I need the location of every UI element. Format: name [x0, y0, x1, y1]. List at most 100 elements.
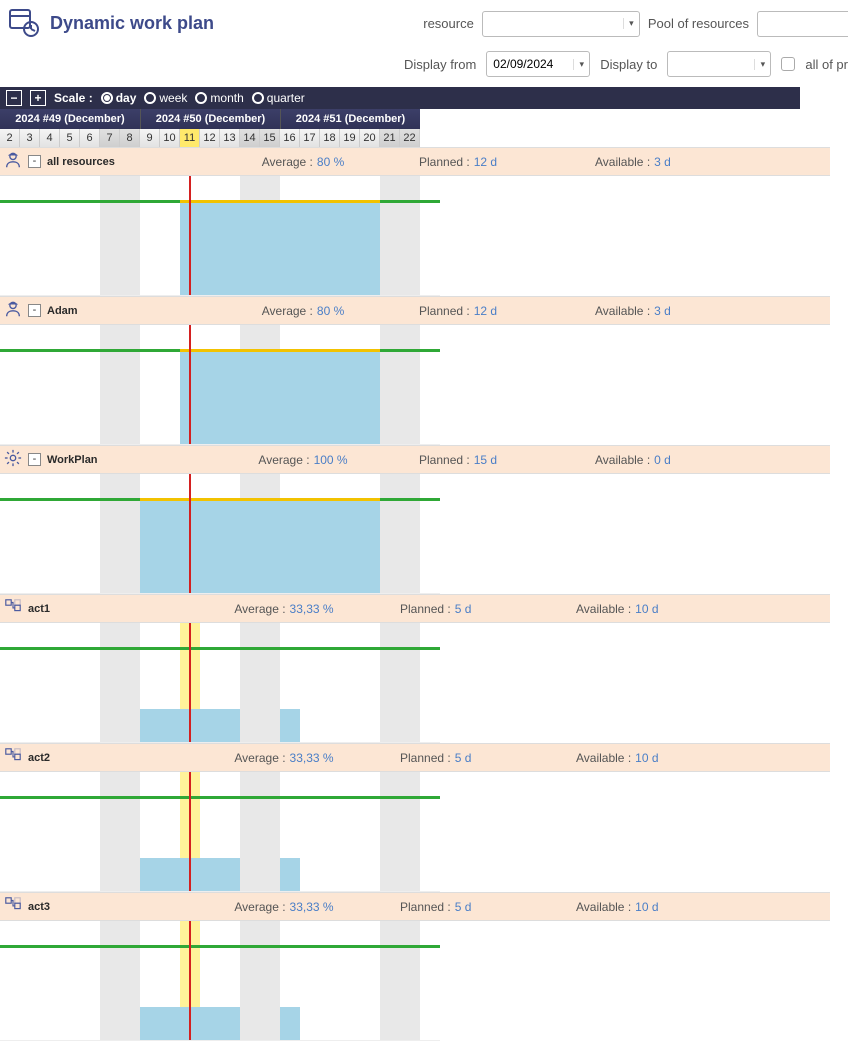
row-chart: [0, 474, 440, 594]
load-bar: [240, 500, 260, 593]
day-header[interactable]: 16: [280, 129, 300, 147]
pool-input[interactable]: [758, 12, 848, 36]
radio-icon: [101, 92, 113, 104]
day-header[interactable]: 2: [0, 129, 20, 147]
plan-label: Planned :: [419, 304, 470, 318]
day-header[interactable]: 11: [180, 129, 200, 147]
plan-value: 12 d: [474, 304, 497, 318]
allocation-line: [180, 200, 280, 203]
row-collapse-button[interactable]: -: [28, 453, 41, 466]
avail-label: Available :: [576, 751, 631, 765]
avg-value: 33,33 %: [290, 900, 334, 914]
collapse-all-button[interactable]: −: [6, 90, 22, 106]
row-collapse-button[interactable]: -: [28, 155, 41, 168]
display-from-combo[interactable]: ▾: [486, 51, 590, 77]
load-bar: [280, 709, 300, 742]
row-name: act2: [28, 752, 168, 764]
weekend-column: [400, 623, 420, 742]
load-bar: [220, 709, 240, 742]
avail-label: Available :: [576, 602, 631, 616]
load-bar: [140, 1007, 160, 1040]
day-header[interactable]: 12: [200, 129, 220, 147]
all-of-checkbox[interactable]: [781, 57, 795, 71]
day-header[interactable]: 4: [40, 129, 60, 147]
expand-all-button[interactable]: +: [30, 90, 46, 106]
row-chart: [0, 325, 440, 445]
resource-combo[interactable]: ▾: [482, 11, 640, 37]
today-line: [189, 176, 191, 295]
avg-value: 33,33 %: [290, 751, 334, 765]
avg-label: Average :: [234, 751, 285, 765]
day-header[interactable]: 22: [400, 129, 420, 147]
load-bar: [220, 1007, 240, 1040]
day-header[interactable]: 19: [340, 129, 360, 147]
row-name: Adam: [47, 305, 187, 317]
day-header[interactable]: 20: [360, 129, 380, 147]
row-header: act3Average :33,33 %Planned :5 dAvailabl…: [0, 892, 830, 921]
row-chart: [0, 921, 440, 1041]
scale-option-quarter[interactable]: quarter: [252, 91, 305, 105]
load-bar: [220, 202, 240, 295]
row-header: -all resourcesAverage :80 %Planned :12 d…: [0, 147, 830, 176]
weekend-column: [100, 921, 120, 1040]
day-header[interactable]: 6: [80, 129, 100, 147]
weekend-column: [400, 474, 420, 593]
day-header[interactable]: 13: [220, 129, 240, 147]
avail-value: 10 d: [635, 751, 658, 765]
day-header[interactable]: 7: [100, 129, 120, 147]
weekend-column: [260, 772, 280, 891]
load-bar: [340, 500, 360, 593]
scale-option-week[interactable]: week: [144, 91, 187, 105]
load-bar: [200, 709, 220, 742]
plan-label: Planned :: [419, 155, 470, 169]
activity-icon: [4, 747, 22, 768]
display-to-combo[interactable]: ▾: [667, 51, 771, 77]
week-header[interactable]: 2024 #50 (December): [140, 109, 280, 129]
activity-icon: [4, 598, 22, 619]
row-header: -AdamAverage :80 %Planned :12 dAvailable…: [0, 296, 830, 325]
week-header[interactable]: 2024 #51 (December): [280, 109, 420, 129]
day-header[interactable]: 5: [60, 129, 80, 147]
pool-combo[interactable]: [757, 11, 848, 37]
scale-option-day[interactable]: day: [101, 91, 137, 105]
weekend-column: [260, 623, 280, 742]
load-bar: [240, 202, 260, 295]
avail-value: 10 d: [635, 900, 658, 914]
display-from-caret-icon[interactable]: ▾: [573, 59, 589, 70]
allocation-line: [140, 498, 280, 501]
week-header[interactable]: 2024 #49 (December): [0, 109, 140, 129]
day-header[interactable]: 21: [380, 129, 400, 147]
weekend-column: [120, 176, 140, 295]
day-header[interactable]: 14: [240, 129, 260, 147]
all-of-label: all of pr: [805, 57, 848, 72]
load-bar: [340, 202, 360, 295]
day-header[interactable]: 3: [20, 129, 40, 147]
day-header[interactable]: 9: [140, 129, 160, 147]
display-to-input[interactable]: [668, 52, 754, 76]
weekend-column: [400, 325, 420, 444]
row-name: act1: [28, 603, 168, 615]
load-bar: [140, 500, 160, 593]
row-collapse-button[interactable]: -: [28, 304, 41, 317]
resource-input[interactable]: [483, 12, 623, 36]
load-bar: [240, 351, 260, 444]
plan-label: Planned :: [419, 453, 470, 467]
display-from-input[interactable]: [487, 52, 573, 76]
today-line: [189, 772, 191, 891]
load-bar: [340, 351, 360, 444]
avail-value: 0 d: [654, 453, 671, 467]
page-title: Dynamic work plan: [50, 13, 214, 34]
capacity-line: [0, 647, 440, 650]
day-header[interactable]: 8: [120, 129, 140, 147]
weekend-column: [120, 325, 140, 444]
display-to-caret-icon[interactable]: ▾: [754, 59, 770, 70]
day-header[interactable]: 15: [260, 129, 280, 147]
avg-value: 80 %: [317, 155, 344, 169]
load-bar: [360, 351, 380, 444]
day-header[interactable]: 17: [300, 129, 320, 147]
resource-caret-icon[interactable]: ▾: [623, 18, 639, 29]
day-header[interactable]: 10: [160, 129, 180, 147]
day-header[interactable]: 18: [320, 129, 340, 147]
plan-value: 5 d: [455, 900, 472, 914]
scale-option-month[interactable]: month: [195, 91, 243, 105]
